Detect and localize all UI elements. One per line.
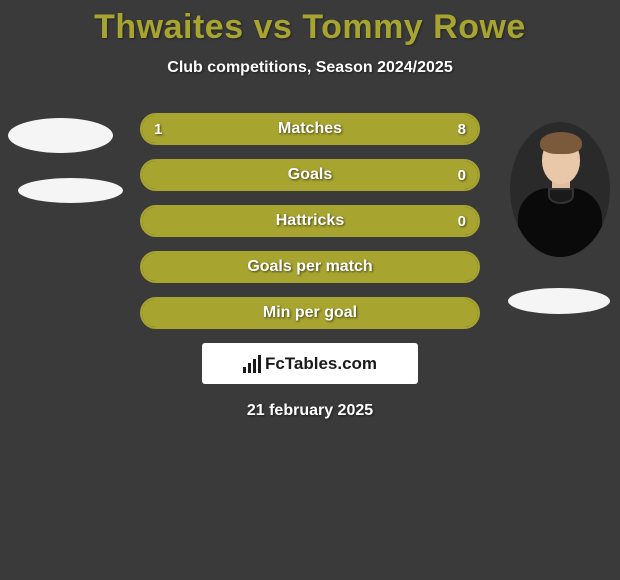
- stat-label: Goals: [142, 161, 478, 189]
- stat-label: Goals per match: [142, 253, 478, 281]
- fctables-logo[interactable]: FcTables.com: [202, 343, 418, 384]
- stat-label: Hattricks: [142, 207, 478, 235]
- bar-chart-icon: [243, 355, 261, 373]
- stat-bar: Min per goal: [140, 297, 480, 329]
- stat-bar: Goals per match: [140, 251, 480, 283]
- date-label: 21 february 2025: [0, 402, 620, 420]
- subtitle: Club competitions, Season 2024/2025: [0, 59, 620, 77]
- player-left-avatar-placeholder: [8, 118, 113, 153]
- stat-label: Matches: [142, 115, 478, 143]
- stat-bar: 18Matches: [140, 113, 480, 145]
- player-left-name-band: [18, 178, 123, 203]
- stat-bar: 0Goals: [140, 159, 480, 191]
- comparison-bars: 18Matches 0Goals 0Hattricks Goals per match…: [140, 113, 480, 329]
- page-title: Thwaites vs Tommy Rowe: [0, 0, 620, 47]
- stat-bar: 0Hattricks: [140, 205, 480, 237]
- logo-text: FcTables.com: [265, 354, 377, 374]
- stat-label: Min per goal: [142, 299, 478, 327]
- player-right-name-band: [508, 288, 610, 314]
- player-right-avatar: [510, 122, 610, 257]
